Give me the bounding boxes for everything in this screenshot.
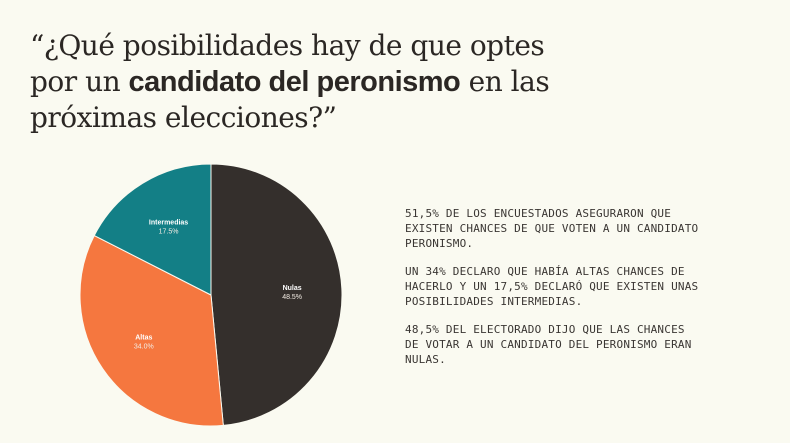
pie-slice-intermedias [93,163,212,296]
slice-value-label: 17.5% [159,229,179,236]
pie-chart: Nulas 48.5% Altas 34.0% Intermedias 17.5% [79,163,343,427]
slice-label: Altas [135,335,152,342]
slice-value-label: 48.5% [282,294,302,301]
pie-slice-nulas [210,163,343,426]
note-3: 48,5% DEL ELECTORADO DIJO QUE LAS CHANCE… [405,323,692,366]
slice-label: Nulas [283,285,302,292]
title-text: “¿Qué posibilidades hay de que optes por… [30,29,545,98]
title-text-end: en las próximas elecciones?” [30,65,550,134]
chart-title: “¿Qué posibilidades hay de que optes por… [30,28,590,136]
note-1: 51,5% DE LOS ENCUESTADOS ASEGURARON QUE … [405,207,699,250]
title-bold-text: candidato del peronismo [128,66,461,98]
notes: 51,5% DE LOS ENCUESTADOS ASEGURARON QUE … [405,206,705,380]
slice-value-label: 34.0% [134,344,154,351]
note-2: UN 34% DECLARO QUE HABÍA ALTAS CHANCES D… [405,265,699,308]
slice-label: Intermedias [149,220,188,227]
